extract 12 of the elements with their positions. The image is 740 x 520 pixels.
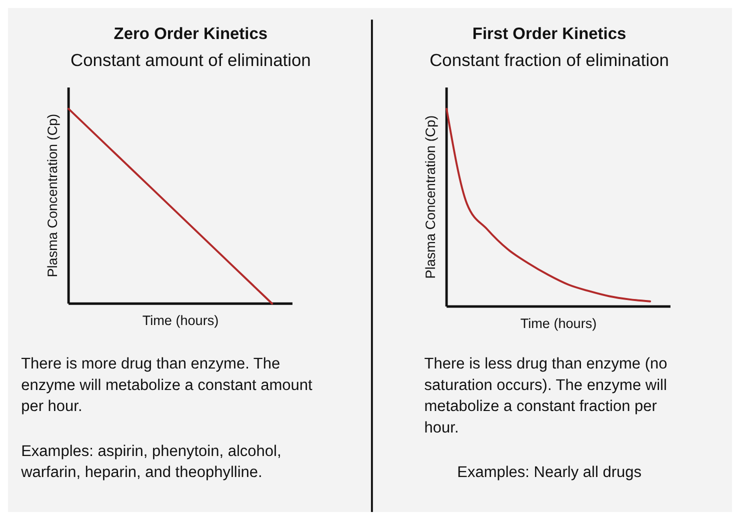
chart-title: First Order Kinetics: [472, 25, 626, 44]
text: Examples: aspirin, phenytoin, alcohol, warfarin, heparin, and theophylline.: [20, 442, 282, 482]
chart-subtitle: Constant fraction of elimination: [430, 50, 670, 70]
y-axis-title: Plasma Concentration (Cp): [422, 115, 438, 279]
x-axis-title: Time (hours): [142, 312, 219, 328]
chart-title: Zero Order Kinetics: [114, 25, 268, 44]
text: There is more drug than enzyme. The enzyme will metabolize a constant amount per hour.: [21, 356, 313, 416]
text: There is less drug than enzyme (no saturation occurs). The enzyme will metabolize a constant fraction per hour.: [424, 356, 668, 437]
y-axis-title: Plasma Concentration (Cp): [44, 114, 60, 278]
x-axis-title: Time (hours): [520, 316, 597, 331]
chart-subtitle: Constant amount of elimination: [70, 50, 311, 70]
text: Examples: Nearly all drugs: [457, 464, 642, 482]
